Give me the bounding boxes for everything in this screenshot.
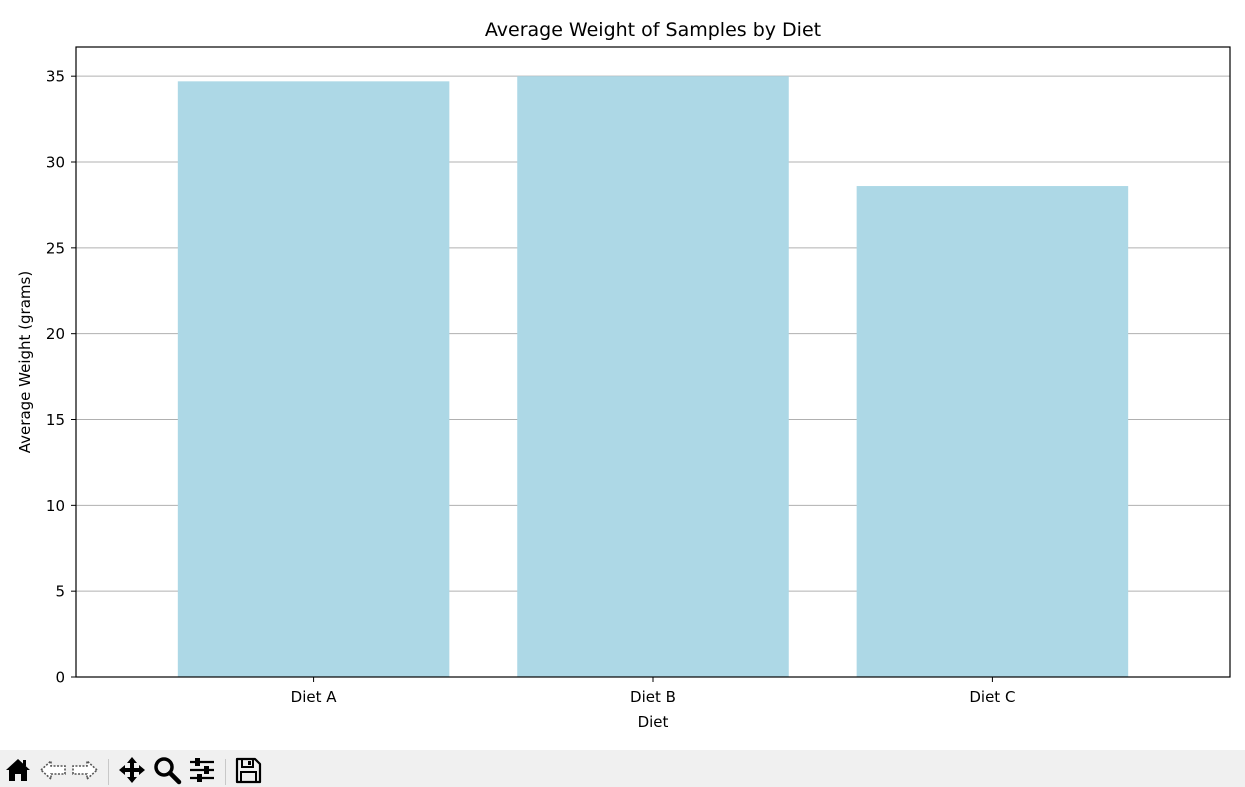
toolbar-separator: [225, 759, 226, 785]
bar: [856, 186, 1129, 677]
bars: [177, 76, 1129, 678]
zoom-icon: [154, 757, 182, 785]
y-tick-label: 25: [46, 239, 65, 257]
y-tick-label: 20: [46, 325, 65, 343]
figure: 0 5 10 15 20 25 30 35 Diet A Diet B Diet C Average…: [16, 19, 1231, 731]
navigation-toolbar: [0, 750, 1245, 787]
y-tick-label: 35: [46, 68, 65, 86]
home-button[interactable]: [3, 755, 33, 785]
toolbar-separator: [108, 759, 109, 785]
bar: [177, 81, 450, 678]
x-axis-label: Diet: [638, 713, 669, 731]
y-tick-label: 0: [55, 669, 65, 687]
y-axis-label: Average Weight (grams): [16, 271, 34, 453]
back-icon: [39, 759, 66, 781]
chart-title: Average Weight of Samples by Diet: [485, 19, 821, 41]
ticks: 0 5 10 15 20 25 30 35 Diet A Diet B Diet C: [46, 68, 1016, 706]
pan-icon: [119, 757, 145, 783]
y-tick-label: 10: [46, 497, 65, 515]
save-button[interactable]: [233, 755, 263, 785]
back-button[interactable]: [38, 755, 68, 785]
save-icon: [235, 757, 262, 784]
zoom-button[interactable]: [152, 755, 182, 785]
y-tick-label: 30: [46, 154, 65, 172]
bar-chart: 0 5 10 15 20 25 30 35 Diet A Diet B Diet C Average…: [16, 19, 1231, 731]
y-tick-label: 5: [55, 583, 65, 601]
configure-icon: [190, 758, 214, 782]
home-icon: [6, 759, 30, 781]
bar: [517, 76, 789, 678]
x-tick-label: Diet C: [969, 688, 1015, 706]
x-tick-label: Diet A: [291, 688, 338, 706]
forward-icon: [72, 759, 99, 781]
x-tick-label: Diet B: [630, 688, 676, 706]
pan-button[interactable]: [117, 755, 147, 785]
y-tick-label: 15: [46, 411, 65, 429]
configure-subplots-button[interactable]: [187, 755, 217, 785]
forward-button[interactable]: [70, 755, 100, 785]
